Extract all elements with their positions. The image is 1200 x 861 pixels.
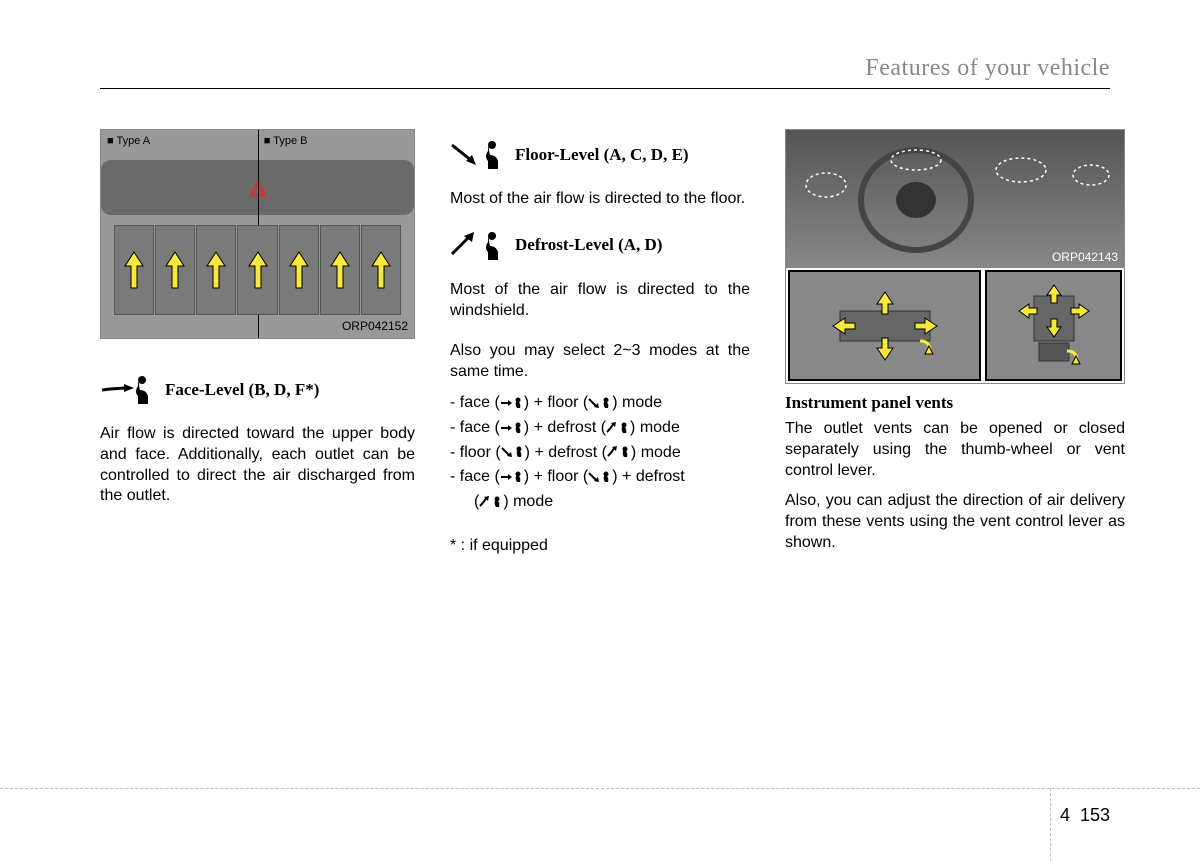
- arrow-up-icon: [329, 250, 351, 290]
- defrost-mini-icon: [479, 495, 503, 509]
- page-number: 4 153: [1060, 805, 1110, 826]
- combo-item: - face ( ) + defrost ( ) mode: [450, 416, 750, 441]
- text: ) mode: [630, 419, 680, 436]
- face-mini-icon: [500, 470, 524, 484]
- face-level-title: Face-Level (B, D, F*): [165, 379, 319, 402]
- text: ) + floor (: [524, 394, 588, 411]
- defrost-level-icon: [450, 230, 505, 262]
- text: - floor (: [450, 444, 501, 461]
- combo-list: - face ( ) + floor ( ) mode - face ( ) + de…: [450, 391, 750, 515]
- vent-arrows-icon: [825, 286, 945, 366]
- defrost-mini-icon: [607, 445, 631, 459]
- page-footer-vline: [1050, 788, 1051, 861]
- combo-item: - face ( ) + floor ( ) + defrost: [450, 465, 750, 490]
- vents-body2: Also, you can adjust the direction of ai…: [785, 491, 1125, 553]
- arrow-up-icon: [288, 250, 310, 290]
- text: ) mode: [503, 493, 553, 510]
- combo-item: - face ( ) + floor ( ) mode: [450, 391, 750, 416]
- text: ) mode: [612, 394, 662, 411]
- label-type-a: ■ Type A: [107, 134, 150, 149]
- text: - face (: [450, 419, 500, 436]
- label-type-b: ■ Type B: [264, 134, 308, 149]
- vents-heading: Instrument panel vents: [785, 392, 1125, 415]
- mode-button: [155, 225, 195, 315]
- mode-button: [361, 225, 401, 315]
- arrow-up-icon: [164, 250, 186, 290]
- section-header: Features of your vehicle: [100, 55, 1110, 89]
- mode-button: [279, 225, 319, 315]
- heading-face-level: Face-Level (B, D, F*): [100, 374, 415, 406]
- mode-button: [114, 225, 154, 315]
- arrow-up-icon: [370, 250, 392, 290]
- floor-mini-icon: [501, 445, 525, 459]
- content-columns: ■ Type A ■ Type B: [100, 129, 1110, 574]
- column-middle: Floor-Level (A, C, D, E) Most of the air…: [450, 129, 750, 574]
- vent-panel-right: [985, 270, 1122, 381]
- defrost-level-body: Most of the air flow is directed to the …: [450, 280, 750, 322]
- heading-floor-level: Floor-Level (A, C, D, E): [450, 139, 750, 171]
- figure-mode-buttons: ■ Type A ■ Type B: [100, 129, 415, 339]
- arrow-up-icon: [123, 250, 145, 290]
- face-level-icon: [100, 374, 155, 406]
- vent-arrows-icon: [1009, 281, 1099, 371]
- vent-panel-left: [788, 270, 981, 381]
- page-footer-dashline: [0, 788, 1200, 789]
- figure-dashboard-vents: ORP042143: [785, 129, 1125, 384]
- text: ) mode: [631, 444, 681, 461]
- page-num: 153: [1080, 805, 1110, 825]
- combo-item-cont: () mode: [450, 490, 750, 515]
- vent-detail-panels: [786, 268, 1124, 383]
- combo-intro: Also you may select 2~3 modes at the sam…: [450, 341, 750, 383]
- vents-body1: The outlet vents can be opened or closed…: [785, 419, 1125, 481]
- face-level-body: Air flow is directed toward the upper bo…: [100, 424, 415, 507]
- combo-item: - floor ( ) + defrost ( ) mode: [450, 441, 750, 466]
- text: - face (: [450, 468, 500, 485]
- mode-button: [196, 225, 236, 315]
- floor-level-title: Floor-Level (A, C, D, E): [515, 144, 689, 167]
- mode-button-row: [114, 225, 402, 315]
- mode-button: [320, 225, 360, 315]
- text: ) + defrost (: [524, 419, 606, 436]
- text: - face (: [450, 394, 500, 411]
- face-mini-icon: [500, 421, 524, 435]
- floor-level-icon: [450, 139, 505, 171]
- footnote-text: * : if equipped: [450, 535, 750, 557]
- text: ) + defrost (: [525, 444, 607, 461]
- floor-mini-icon: [588, 396, 612, 410]
- defrost-mini-icon: [606, 421, 630, 435]
- heading-defrost-level: Defrost-Level (A, D): [450, 230, 750, 262]
- figure-code: ORP042143: [1052, 249, 1118, 265]
- face-mini-icon: [500, 396, 524, 410]
- page-container: Features of your vehicle ■ Type A ■ Type…: [0, 0, 1200, 861]
- defrost-level-title: Defrost-Level (A, D): [515, 234, 662, 257]
- floor-level-body: Most of the air flow is directed to the …: [450, 189, 750, 210]
- figure-code: ORP042152: [342, 318, 408, 334]
- text: ) + floor (: [524, 468, 588, 485]
- column-left: ■ Type A ■ Type B: [100, 129, 415, 574]
- column-right: ORP042143 Instrument panel vents The out…: [785, 129, 1125, 574]
- chapter-number: 4: [1060, 805, 1070, 825]
- floor-mini-icon: [588, 470, 612, 484]
- arrow-up-icon: [247, 250, 269, 290]
- text: ) + defrost: [612, 468, 684, 485]
- mode-button: [237, 225, 277, 315]
- arrow-up-icon: [205, 250, 227, 290]
